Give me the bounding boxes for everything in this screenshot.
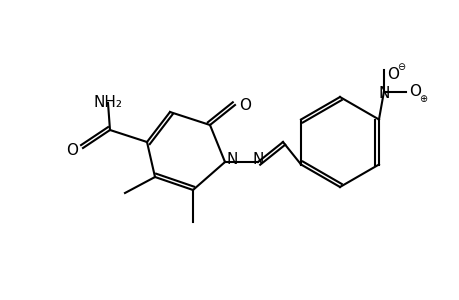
Text: N: N	[226, 152, 238, 167]
Text: O: O	[239, 98, 251, 112]
Text: O: O	[66, 142, 78, 158]
Text: O: O	[408, 84, 420, 99]
Text: NH₂: NH₂	[93, 95, 122, 110]
Text: O: O	[386, 67, 398, 82]
Text: ⊕: ⊕	[418, 94, 426, 103]
Text: N: N	[377, 86, 389, 101]
Text: ⊖: ⊖	[396, 61, 404, 71]
Text: N: N	[252, 152, 263, 167]
